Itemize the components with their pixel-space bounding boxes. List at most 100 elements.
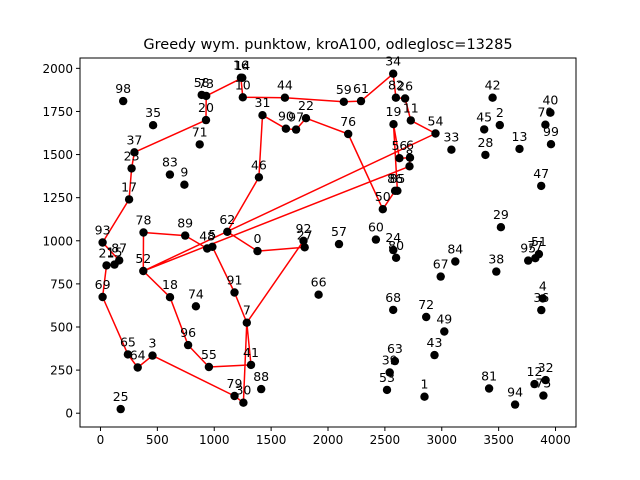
point-label-70: 70: [537, 105, 553, 120]
point-label-94: 94: [507, 385, 523, 400]
point-label-54: 54: [428, 114, 444, 129]
point-91: [230, 288, 239, 297]
point-41: [246, 360, 256, 370]
point-label-3: 3: [149, 336, 157, 351]
point-95: [524, 256, 533, 265]
point-45: [480, 125, 489, 134]
point-label-60: 60: [368, 220, 384, 235]
point-70: [541, 120, 550, 129]
point-23: [127, 164, 136, 173]
point-label-30: 30: [235, 383, 251, 398]
point-label-11: 11: [403, 100, 419, 115]
point-33: [447, 145, 456, 154]
point-label-67: 67: [433, 257, 449, 272]
point-69: [98, 292, 107, 302]
y-tick-label: 1750: [42, 105, 73, 119]
y-tick-label: 0: [65, 407, 73, 421]
point-38: [492, 267, 501, 276]
point-26: [400, 94, 410, 103]
point-label-8: 8: [406, 146, 414, 161]
point-label-34: 34: [385, 54, 401, 69]
point-28: [481, 150, 490, 160]
point-64: [133, 363, 142, 372]
point-label-23: 23: [124, 148, 140, 163]
point-label-50: 50: [375, 189, 391, 204]
point-47: [537, 181, 546, 191]
point-label-27: 27: [297, 227, 313, 242]
point-34: [389, 69, 398, 78]
point-label-19: 19: [386, 104, 402, 119]
point-label-62: 62: [219, 212, 235, 227]
point-55: [204, 362, 214, 372]
point-67: [436, 272, 445, 281]
point-label-99: 99: [543, 124, 559, 139]
point-52: [139, 266, 148, 276]
point-73: [202, 91, 211, 101]
point-label-85: 85: [389, 171, 405, 186]
point-label-25: 25: [113, 389, 129, 404]
point-76: [344, 129, 353, 139]
point-label-2: 2: [496, 105, 504, 120]
point-label-38: 38: [488, 252, 504, 267]
x-tick-label: 3500: [483, 433, 514, 447]
point-30: [239, 398, 248, 407]
point-86: [390, 186, 400, 195]
point-label-18: 18: [162, 277, 178, 292]
point-label-63: 63: [387, 341, 403, 356]
point-label-58: 58: [194, 75, 210, 90]
point-label-17: 17: [121, 179, 137, 194]
point-label-42: 42: [485, 78, 501, 93]
point-83: [165, 170, 175, 179]
point-32: [541, 375, 550, 385]
y-tick-label: 1250: [42, 191, 73, 205]
point-label-84: 84: [447, 242, 463, 257]
x-tick-label: 2000: [313, 433, 344, 447]
x-tick-label: 1000: [199, 433, 230, 447]
point-66: [314, 290, 323, 299]
point-label-68: 68: [385, 290, 401, 305]
point-label-76: 76: [340, 114, 356, 129]
point-label-37: 37: [126, 132, 142, 147]
point-label-35: 35: [145, 105, 161, 120]
point-89: [181, 231, 190, 240]
point-label-29: 29: [493, 207, 509, 222]
point-9: [180, 180, 189, 189]
point-label-39: 39: [382, 353, 398, 368]
point-59: [339, 97, 348, 107]
point-label-55: 55: [201, 347, 217, 362]
point-8: [405, 162, 414, 171]
point-label-74: 74: [188, 286, 204, 301]
point-44: [280, 93, 290, 102]
point-2: [495, 120, 504, 130]
point-87: [115, 256, 124, 265]
point-54: [431, 129, 440, 138]
point-label-64: 64: [130, 348, 146, 363]
point-37: [130, 148, 139, 157]
point-label-71: 71: [192, 124, 208, 139]
x-tick-label: 2500: [370, 433, 401, 447]
point-label-97: 97: [288, 110, 304, 125]
point-25: [116, 404, 125, 414]
point-36: [537, 305, 546, 315]
y-tick-label: 750: [50, 277, 73, 291]
point-4: [538, 294, 547, 303]
point-label-88: 88: [253, 369, 269, 384]
point-98: [119, 96, 128, 106]
point-31: [258, 111, 267, 120]
point-46: [254, 173, 264, 182]
point-11: [406, 116, 415, 125]
point-97: [291, 125, 301, 134]
point-49: [440, 327, 449, 336]
point-60: [371, 235, 381, 244]
point-label-48: 48: [199, 229, 215, 244]
point-label-75: 75: [535, 376, 551, 391]
point-63: [390, 356, 400, 366]
point-1: [420, 392, 429, 401]
x-tick-label: 4000: [540, 433, 571, 447]
point-label-46: 46: [251, 157, 267, 172]
point-label-49: 49: [436, 312, 452, 327]
x-tick-label: 3000: [426, 433, 457, 447]
point-label-16: 16: [233, 58, 249, 73]
point-label-45: 45: [476, 109, 492, 124]
